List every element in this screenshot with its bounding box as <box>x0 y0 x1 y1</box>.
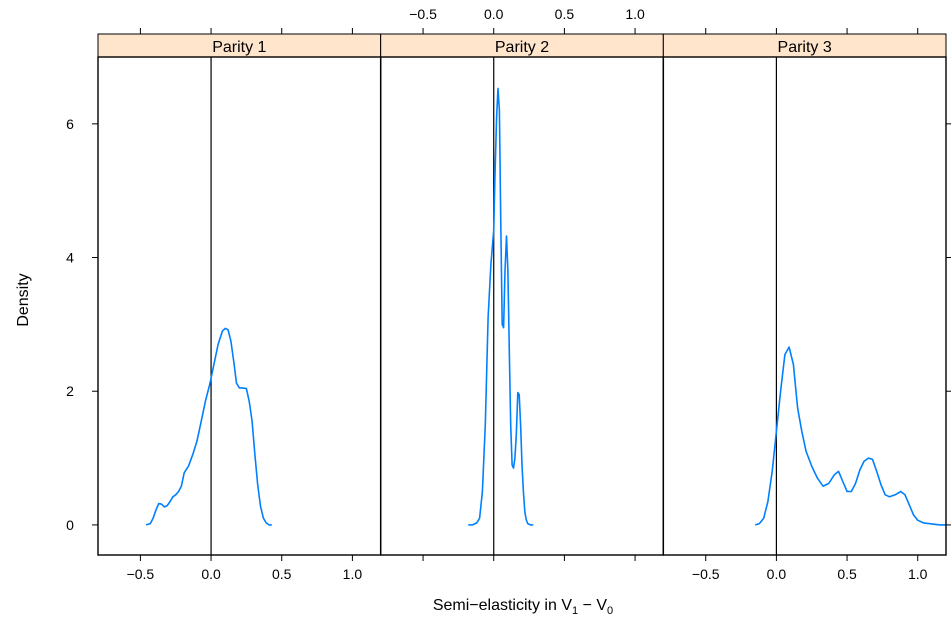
strip-label-panel-1: Parity 1 <box>212 39 266 56</box>
x-axis-title: Semi−elasticity in V1 − V0 <box>433 597 613 617</box>
panel-frame-1 <box>97 56 382 556</box>
x-tick-label-p1-0: −0.5 <box>127 566 155 582</box>
x-tick-label-p2-0: −0.5 <box>409 6 437 22</box>
x-tick-label-p3-1: 0.0 <box>767 566 787 582</box>
panel-3: Parity 3 <box>662 33 947 556</box>
panel-1: Parity 1 <box>97 33 382 556</box>
x-tick-label-p3-0: −0.5 <box>692 566 720 582</box>
x-tick-label-p2-2: 0.5 <box>555 6 575 22</box>
y-tick-label-3: 6 <box>66 116 74 132</box>
x-tick-label-p3-3: 1.0 <box>908 566 928 582</box>
x-tick-label-p1-1: 0.0 <box>201 566 221 582</box>
x-axis-title-sub2: 0 <box>607 605 613 617</box>
x-tick-label-p3-2: 0.5 <box>837 566 857 582</box>
panel-2: Parity 2 <box>379 33 665 556</box>
y-axis-title: Density <box>15 273 32 326</box>
series-line-parity-2 <box>468 87 534 526</box>
y-tick-label-1: 2 <box>66 383 74 399</box>
series-line-parity-3 <box>754 346 946 526</box>
panel-frame-3 <box>662 56 947 556</box>
x-tick-label-p1-3: 1.0 <box>343 566 363 582</box>
x-tick-label-p2-3: 1.0 <box>625 6 645 22</box>
x-axis-title-sub1: 1 <box>572 605 578 617</box>
x-tick-label-p1-2: 0.5 <box>272 566 292 582</box>
strip-label-panel-2: Parity 2 <box>495 39 549 56</box>
x-axis-title-main: Semi−elasticity in V <box>433 597 572 614</box>
y-tick-label-2: 4 <box>66 250 74 266</box>
strip-label-panel-3: Parity 3 <box>778 39 832 56</box>
series-line-parity-1 <box>145 327 272 526</box>
y-tick-label-0: 0 <box>66 517 74 533</box>
panel-frame-2 <box>379 56 665 556</box>
x-axis-title-mid: − V <box>578 597 607 614</box>
x-tick-label-p2-1: 0.0 <box>484 6 504 22</box>
